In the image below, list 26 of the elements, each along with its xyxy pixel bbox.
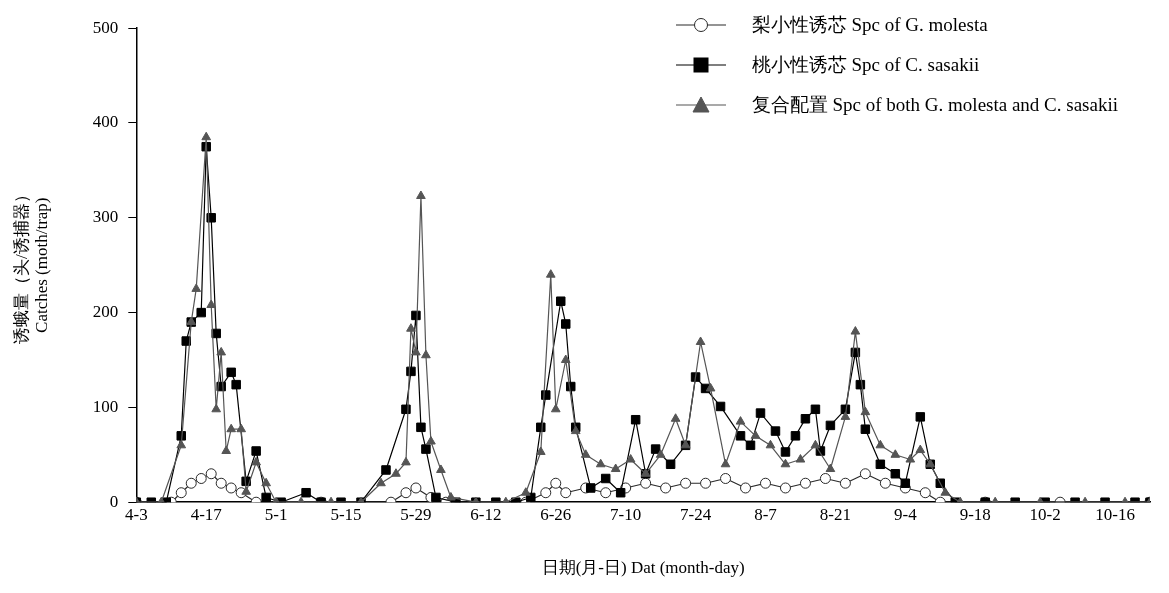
- legend-label: 梨小性诱芯 Spc of G. molesta: [751, 13, 988, 37]
- x-tick-label: 5-15: [330, 504, 362, 524]
- x-tick-label: 9-4: [893, 504, 918, 524]
- x-tick-label: 10-2: [1029, 504, 1061, 524]
- x-axis-title: 日期(月-日) Dat (month-day): [541, 558, 745, 578]
- x-tick-label: 8-7: [754, 504, 778, 524]
- x-tick-label: 4-17: [190, 504, 223, 524]
- x-tick-label: 7-10: [610, 504, 642, 524]
- x-tick-label: 6-12: [470, 504, 502, 524]
- x-tick-label: 8-21: [819, 504, 851, 524]
- x-tick-label: 6-26: [540, 504, 572, 524]
- x-tick-label: 9-18: [959, 504, 991, 524]
- legend-label: 桃小性诱芯 Spc of C. sasakii: [751, 53, 980, 77]
- y-tick-label: 300: [92, 207, 119, 227]
- x-tick-label: 10-16: [1095, 504, 1135, 524]
- x-tick-label: 5-29: [400, 504, 432, 524]
- legend-label: 复合配置 Spc of both G. molesta and C. sasakii: [751, 93, 1118, 117]
- y-tick-label: 200: [92, 302, 119, 322]
- y-axis-title: 诱蛾量（头/诱捕器） Catches (moth/trap): [11, 186, 52, 345]
- x-tick-label: 4-3: [124, 504, 148, 524]
- x-tick-label: 5-1: [264, 504, 288, 524]
- y-tick-label: 100: [92, 396, 119, 416]
- x-tick-label: 7-24: [680, 504, 712, 524]
- y-tick-label: 400: [92, 112, 119, 132]
- y-tick-label: 0: [109, 491, 119, 511]
- y-tick-label: 500: [92, 17, 119, 37]
